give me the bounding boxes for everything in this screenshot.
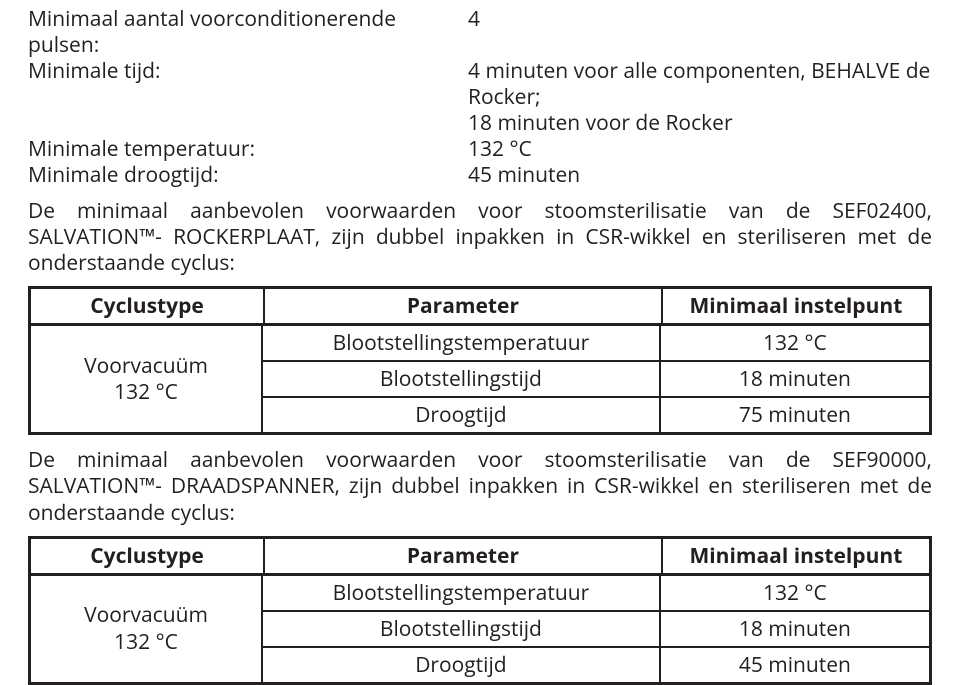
param-cell: Droogtijd [263, 398, 661, 435]
spec-row: Minimale droogtijd: 45 minuten [28, 162, 932, 188]
spec-list: Minimaal aantal voorconditionerende puls… [28, 6, 932, 188]
data-table: Cyclustype Parameter Minimaal instelpunt… [28, 536, 932, 685]
spec-label: Minimaal aantal voorconditionerende puls… [28, 6, 468, 58]
col-header: Minimaal instelpunt [661, 286, 932, 326]
cycle-table-1: Cyclustype Parameter Minimaal instelpunt… [28, 286, 932, 435]
col-header: Cyclustype [28, 286, 263, 326]
param-cell: Droogtijd [263, 648, 661, 685]
document-page: Minimaal aantal voorconditionerende puls… [0, 0, 960, 623]
col-header: Parameter [263, 536, 661, 576]
cycle-table-2: Cyclustype Parameter Minimaal instelpunt… [28, 536, 932, 685]
param-cell: Blootstellingstijd [263, 362, 661, 398]
cycle-type-cell: Voorvacuüm132 °C [28, 576, 263, 685]
param-cell: Blootstellingstijd [263, 612, 661, 648]
table-row: Voorvacuüm132 °C Blootstellingstemperatu… [28, 326, 932, 362]
col-header: Minimaal instelpunt [661, 536, 932, 576]
param-cell: Blootstellingstemperatuur [263, 576, 661, 612]
table-header-row: Cyclustype Parameter Minimaal instelpunt [28, 536, 932, 576]
table-row: Voorvacuüm132 °C Blootstellingstemperatu… [28, 576, 932, 612]
spec-value: 45 minuten [468, 162, 932, 188]
spec-value: 132 °C [468, 136, 932, 162]
value-cell: 75 minuten [661, 398, 932, 435]
value-cell: 132 °C [661, 326, 932, 362]
paragraph: De minimaal aanbevolen voorwaarden voor … [28, 198, 932, 276]
col-header: Cyclustype [28, 536, 263, 576]
col-header: Parameter [263, 286, 661, 326]
spec-label: Minimale droogtijd: [28, 162, 468, 188]
spec-value: 4 minuten voor alle componenten, BEHALVE… [468, 58, 932, 110]
spec-row: Minimale temperatuur: 132 °C [28, 136, 932, 162]
value-cell: 132 °C [661, 576, 932, 612]
data-table: Cyclustype Parameter Minimaal instelpunt… [28, 286, 932, 435]
paragraph: De minimaal aanbevolen voorwaarden voor … [28, 447, 932, 525]
cycle-type-cell: Voorvacuüm132 °C [28, 326, 263, 435]
spec-value: 18 minuten voor de Rocker [468, 110, 932, 136]
spec-label: Minimale temperatuur: [28, 136, 468, 162]
spec-value: 4 [468, 6, 932, 32]
table-header-row: Cyclustype Parameter Minimaal instelpunt [28, 286, 932, 326]
spec-row: Minimale tijd: 4 minuten voor alle compo… [28, 58, 932, 110]
spec-row: 18 minuten voor de Rocker [28, 110, 932, 136]
spec-row: Minimaal aantal voorconditionerende puls… [28, 6, 932, 58]
spec-label: Minimale tijd: [28, 58, 468, 84]
param-cell: Blootstellingstemperatuur [263, 326, 661, 362]
value-cell: 18 minuten [661, 362, 932, 398]
value-cell: 18 minuten [661, 612, 932, 648]
value-cell: 45 minuten [661, 648, 932, 685]
